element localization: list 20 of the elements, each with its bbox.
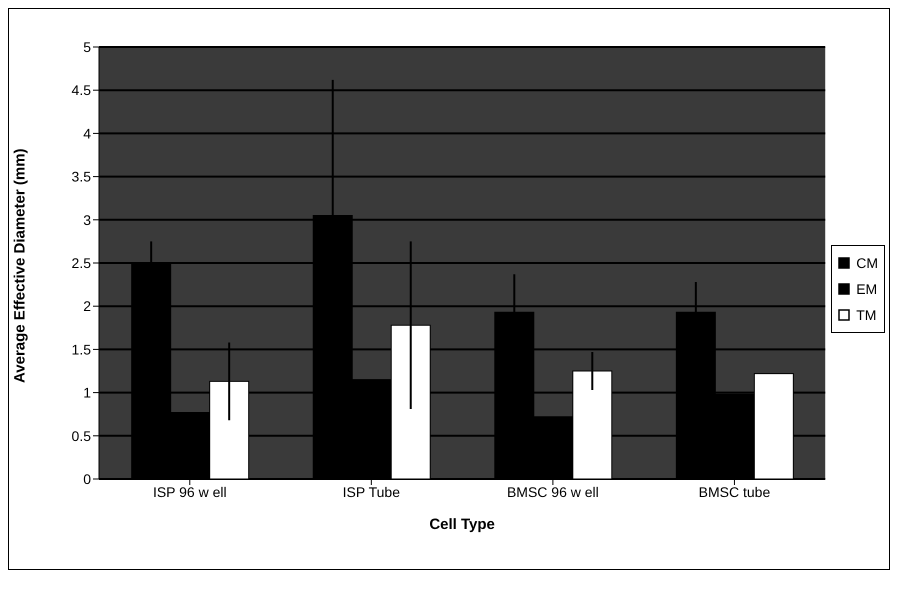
y-tick-label: 3 xyxy=(83,212,92,228)
y-tick-label: 3.5 xyxy=(72,168,92,185)
y-tick-label: 2 xyxy=(83,298,92,314)
legend-label: CM xyxy=(856,254,878,273)
y-tick-label: 2.5 xyxy=(72,254,92,271)
legend-label: TM xyxy=(856,306,876,325)
x-tick-label: BMSC 96 w ell xyxy=(506,484,599,500)
y-tick-label: 4.5 xyxy=(72,82,92,98)
y-tick-label: 0 xyxy=(83,470,92,487)
y-tick-label: 1.5 xyxy=(72,341,92,358)
x-tick-label: ISP 96 w ell xyxy=(152,484,227,500)
y-tick-label: 4 xyxy=(83,125,92,142)
x-tick-label: ISP Tube xyxy=(342,484,400,500)
y-tick-label: 1 xyxy=(83,384,92,401)
x-tick-label: BMSC tube xyxy=(698,484,770,500)
y-axis-title: Average Effective Diameter (mm) xyxy=(11,148,28,383)
legend-label: EM xyxy=(856,280,878,299)
y-tick-label: 5 xyxy=(83,38,92,55)
x-axis-title: Cell Type xyxy=(429,516,495,533)
y-tick-label: 0.5 xyxy=(72,428,92,444)
